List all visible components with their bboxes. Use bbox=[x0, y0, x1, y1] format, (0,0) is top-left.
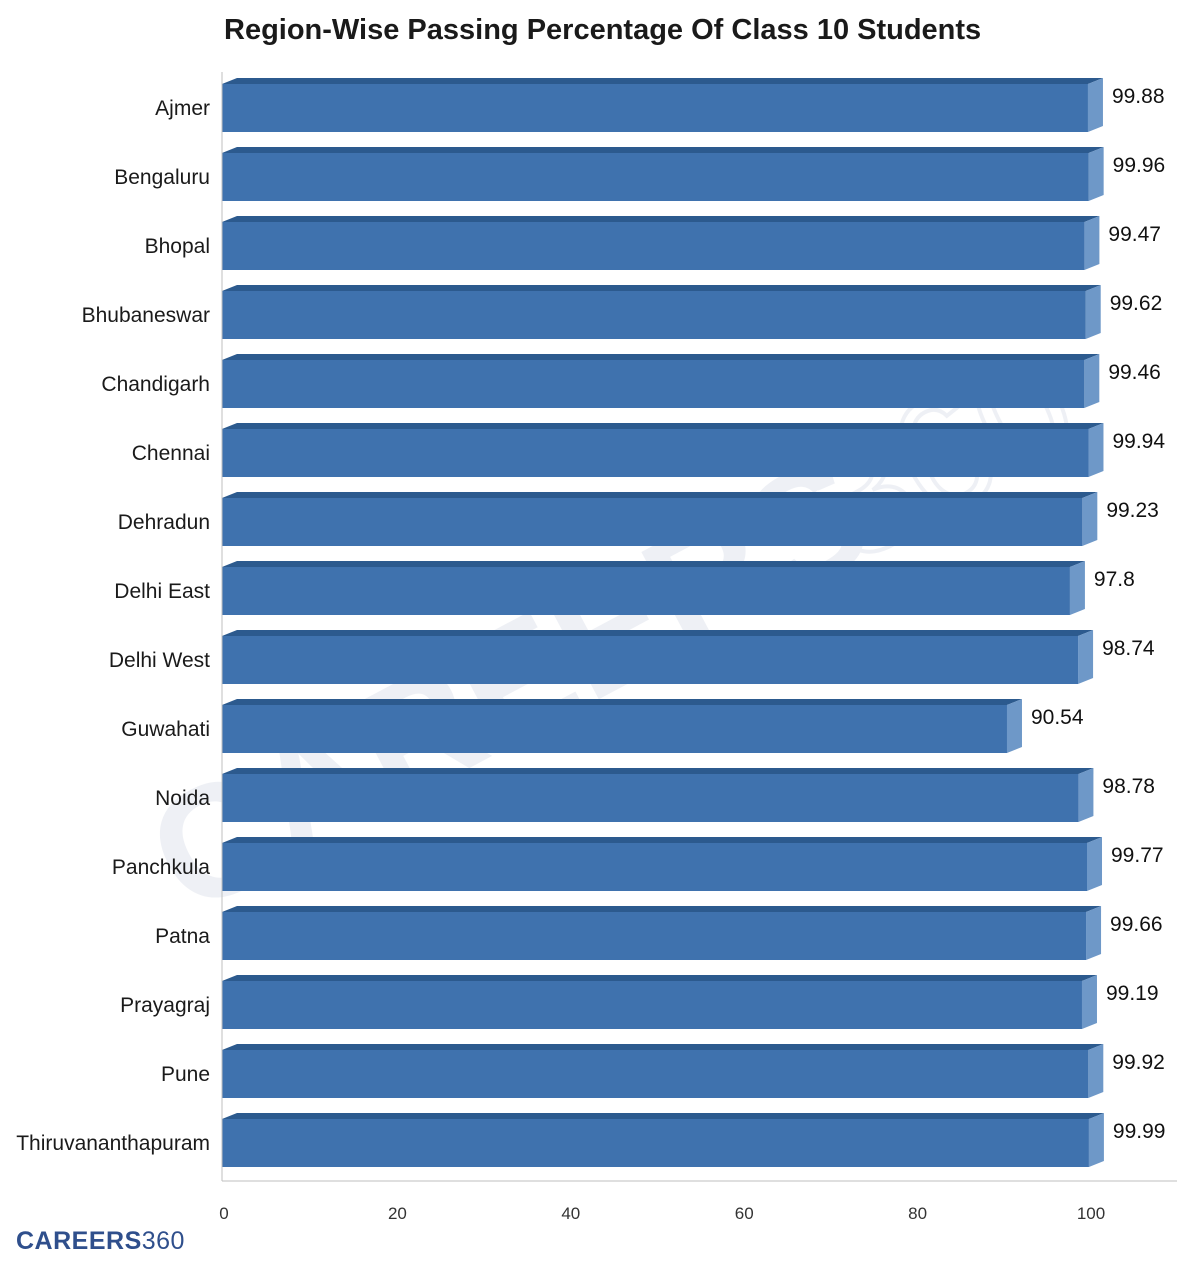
bar-top bbox=[222, 630, 1094, 636]
bar-side bbox=[1084, 216, 1100, 270]
data-label: 98.78 bbox=[1102, 775, 1155, 798]
data-label: 99.62 bbox=[1110, 292, 1163, 315]
bar bbox=[222, 429, 1089, 477]
bar-top bbox=[222, 768, 1094, 774]
bar-side bbox=[1082, 492, 1098, 546]
data-label: 99.96 bbox=[1113, 154, 1166, 177]
x-tick-label: 60 bbox=[735, 1204, 754, 1223]
x-tick-label: 80 bbox=[908, 1204, 927, 1223]
bar-side bbox=[1006, 699, 1022, 753]
x-tick-label: 40 bbox=[561, 1204, 580, 1223]
data-label: 99.88 bbox=[1112, 85, 1165, 108]
logo-number: 360 bbox=[141, 1227, 185, 1255]
bar-side bbox=[1088, 423, 1104, 477]
bar-top bbox=[222, 699, 1022, 705]
bar bbox=[222, 705, 1007, 753]
chart-title: Region-Wise Passing Percentage Of Class … bbox=[224, 14, 982, 46]
bar-top bbox=[222, 1113, 1104, 1119]
bar-side bbox=[1088, 147, 1104, 201]
data-label: 99.23 bbox=[1106, 499, 1159, 522]
data-label: 99.47 bbox=[1108, 223, 1161, 246]
category-label: Prayagraj bbox=[120, 994, 210, 1017]
bar bbox=[222, 1050, 1089, 1098]
bar bbox=[222, 567, 1070, 615]
data-label: 99.66 bbox=[1110, 913, 1163, 936]
data-label: 99.99 bbox=[1113, 1120, 1166, 1143]
bar bbox=[222, 774, 1079, 822]
bar-top bbox=[222, 354, 1100, 360]
bar bbox=[222, 84, 1088, 132]
category-label: Chennai bbox=[132, 442, 210, 465]
bar-top bbox=[222, 492, 1098, 498]
data-label: 90.54 bbox=[1031, 706, 1084, 729]
bar-top bbox=[222, 837, 1103, 843]
bar-side bbox=[1069, 561, 1085, 615]
bar-side bbox=[1078, 630, 1094, 684]
data-label: 99.94 bbox=[1112, 430, 1165, 453]
bar-side bbox=[1084, 354, 1100, 408]
bar bbox=[222, 981, 1082, 1029]
data-label: 97.8 bbox=[1094, 568, 1135, 591]
bar-top bbox=[222, 285, 1101, 291]
bar bbox=[222, 1119, 1089, 1167]
bar-side bbox=[1087, 78, 1103, 132]
category-label: Chandigarh bbox=[101, 373, 210, 396]
bar-side bbox=[1078, 768, 1094, 822]
bar bbox=[222, 222, 1085, 270]
bar-top bbox=[222, 906, 1102, 912]
category-label: Noida bbox=[155, 787, 210, 810]
logo-word: CAREERS bbox=[16, 1227, 142, 1255]
data-label: 98.74 bbox=[1102, 637, 1155, 660]
bars-group: Ajmer 99.88 Bengaluru 99.96 Bhopal 99.47 Bhuba… bbox=[16, 78, 1165, 1167]
bar bbox=[222, 498, 1083, 546]
bar-top bbox=[222, 1044, 1104, 1050]
category-label: Bhopal bbox=[145, 235, 210, 258]
data-label: 99.92 bbox=[1112, 1051, 1165, 1074]
x-axis: 0 20 40 60 80 100 bbox=[219, 72, 1177, 1223]
bar bbox=[222, 153, 1089, 201]
bar-side bbox=[1086, 906, 1102, 960]
bar-side bbox=[1081, 975, 1097, 1029]
category-label: Bengaluru bbox=[114, 166, 210, 189]
bar-top bbox=[222, 216, 1100, 222]
category-label: Panchkula bbox=[112, 856, 210, 879]
category-label: Guwahati bbox=[121, 718, 210, 741]
bar-side bbox=[1088, 1113, 1104, 1167]
category-label: Bhubaneswar bbox=[82, 304, 210, 327]
category-label: Delhi West bbox=[109, 649, 210, 672]
category-label: Pune bbox=[161, 1063, 210, 1086]
x-tick-label: 0 bbox=[219, 1204, 228, 1223]
bar-side bbox=[1087, 837, 1103, 891]
category-label: Dehradun bbox=[118, 511, 210, 534]
bar-side bbox=[1088, 1044, 1104, 1098]
careers360-logo: CAREERS360 bbox=[16, 1227, 185, 1256]
bar bbox=[222, 360, 1085, 408]
bar-top bbox=[222, 561, 1085, 567]
bar-top bbox=[222, 147, 1104, 153]
bar bbox=[222, 636, 1079, 684]
data-label: 99.19 bbox=[1106, 982, 1159, 1005]
bar bbox=[222, 912, 1087, 960]
bar-side bbox=[1085, 285, 1101, 339]
category-label: Delhi East bbox=[114, 580, 210, 603]
category-label: Ajmer bbox=[155, 97, 210, 120]
x-tick-label: 100 bbox=[1077, 1204, 1105, 1223]
data-label: 99.46 bbox=[1108, 361, 1161, 384]
bar bbox=[222, 843, 1088, 891]
bar-top bbox=[222, 975, 1097, 981]
category-label: Thiruvananthapuram bbox=[16, 1132, 210, 1155]
bar-top bbox=[222, 423, 1104, 429]
x-tick-label: 20 bbox=[388, 1204, 407, 1223]
bar bbox=[222, 291, 1086, 339]
bar-top bbox=[222, 78, 1103, 84]
data-label: 99.77 bbox=[1111, 844, 1164, 867]
category-label: Patna bbox=[155, 925, 210, 948]
